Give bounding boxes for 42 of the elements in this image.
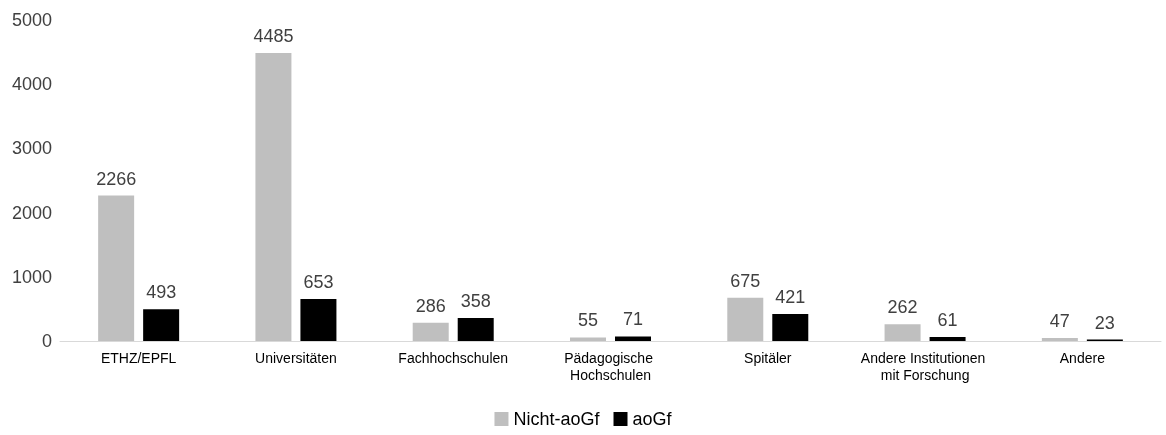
bar <box>929 337 966 341</box>
data-label: 2266 <box>96 168 137 189</box>
x-tick-label: ETHZ/EPFL <box>100 349 177 366</box>
data-label: 23 <box>1094 312 1115 333</box>
bar <box>772 313 809 341</box>
data-label: 286 <box>415 295 446 316</box>
data-label: 653 <box>303 272 334 293</box>
data-label: 358 <box>460 291 491 312</box>
bar <box>884 324 921 341</box>
x-tick-label: Andere Institutionen mit Forschung <box>860 349 990 383</box>
x-tick-label: Universitäten <box>255 349 337 366</box>
legend-label: Nicht-aoGf <box>513 409 601 429</box>
data-label: 421 <box>775 286 806 307</box>
x-tick-label: Pädagogische Hochschulen <box>564 349 657 383</box>
bar <box>457 318 494 341</box>
data-label: 4485 <box>253 26 294 47</box>
y-tick-label: 3000 <box>11 138 52 159</box>
data-label: 55 <box>577 310 599 331</box>
data-label: 47 <box>1049 310 1070 331</box>
data-label: 675 <box>730 270 761 291</box>
x-tick-label: Spitäler <box>744 349 792 366</box>
y-tick-label: 5000 <box>11 10 52 30</box>
bar <box>727 297 764 341</box>
data-label: 493 <box>146 282 177 303</box>
bar <box>98 195 135 341</box>
bar <box>615 336 651 341</box>
y-tick-label: 2000 <box>11 202 52 223</box>
x-tick-label: Andere <box>1059 349 1106 366</box>
data-label: 262 <box>887 297 918 318</box>
bar <box>143 309 180 341</box>
bar <box>300 299 337 341</box>
bar <box>570 337 606 341</box>
legend-label: aoGf <box>632 409 673 429</box>
y-tick-label: 0 <box>41 331 52 351</box>
bar <box>255 53 292 341</box>
x-tick-label: Fachhochschulen <box>398 349 509 366</box>
data-label: 71 <box>622 309 644 330</box>
y-tick-label: 4000 <box>11 74 52 95</box>
bar <box>1041 337 1078 341</box>
y-tick-label: 1000 <box>11 266 52 287</box>
bar <box>412 322 449 341</box>
data-label: 61 <box>937 310 958 331</box>
